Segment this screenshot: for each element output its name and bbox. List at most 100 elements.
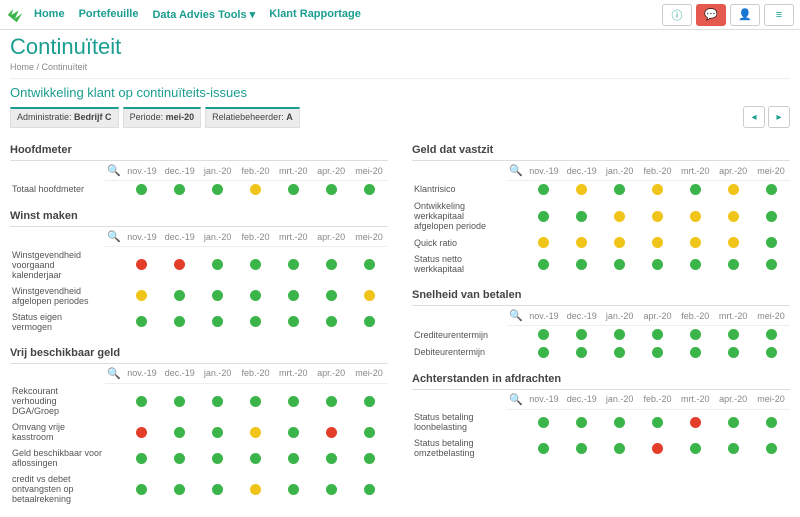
status-dot — [364, 453, 375, 464]
metric-table: 🔍nov.-19dec.-19jan.-20feb.-20mrt.-20apr.… — [10, 161, 388, 198]
month-header: mrt.-20 — [676, 390, 714, 410]
month-header: mrt.-20 — [274, 364, 312, 384]
search-icon[interactable]: 🔍 — [107, 368, 121, 380]
status-dot — [652, 211, 663, 222]
filter-chip-2[interactable]: Relatiebeheerder: A — [205, 107, 300, 128]
table-row: Geld beschikbaar voor aflossingen — [10, 445, 388, 471]
status-dot — [766, 329, 777, 340]
search-icon[interactable]: 🔍 — [509, 394, 523, 406]
pager-prev-button[interactable]: ◂ — [743, 106, 765, 128]
status-dot — [538, 184, 549, 195]
status-dot — [766, 237, 777, 248]
nav-link-1[interactable]: Portefeuille — [79, 8, 139, 21]
status-dot — [250, 290, 261, 301]
status-dot — [136, 484, 147, 495]
status-dot — [364, 484, 375, 495]
status-dot — [364, 184, 375, 195]
row-label: Omvang vrije kasstroom — [10, 419, 105, 445]
status-dot — [174, 396, 185, 407]
table-row: Klantrisico — [412, 181, 790, 199]
month-header: dec.-19 — [161, 364, 199, 384]
month-header: mei-20 — [752, 390, 790, 410]
month-header: feb.-20 — [237, 161, 275, 181]
month-header: nov.-19 — [123, 227, 161, 247]
row-label: Crediteurentermijn — [412, 326, 507, 344]
metric-table: 🔍nov.-19dec.-19jan.-20apr.-20feb.-20mrt.… — [412, 306, 790, 360]
status-dot — [576, 443, 587, 454]
table-row: Status betaling loonbelasting — [412, 409, 790, 435]
menu-button[interactable]: ≡ — [764, 4, 794, 26]
month-header: nov.-19 — [525, 161, 563, 181]
filter-chip-0[interactable]: Administratie: Bedrijf C — [10, 107, 119, 128]
breadcrumb-home[interactable]: Home — [10, 62, 34, 72]
pager-next-button[interactable]: ▸ — [768, 106, 790, 128]
row-label: Status eigen vermogen — [10, 309, 105, 335]
nav-link-2[interactable]: Data Advies Tools ▾ — [152, 8, 255, 21]
table-row: Crediteurentermijn — [412, 326, 790, 344]
status-dot — [288, 259, 299, 270]
status-dot — [614, 417, 625, 428]
status-dot — [250, 184, 261, 195]
row-label: Debiteurentermijn — [412, 343, 507, 360]
month-header: mei-20 — [752, 161, 790, 181]
row-label: Winstgevendheid afgelopen periodes — [10, 283, 105, 309]
status-dot — [136, 290, 147, 301]
month-header: nov.-19 — [123, 161, 161, 181]
status-dot — [212, 427, 223, 438]
status-dot — [538, 347, 549, 358]
status-dot — [326, 290, 337, 301]
status-dot — [576, 237, 587, 248]
status-dot — [614, 184, 625, 195]
status-dot — [136, 427, 147, 438]
status-dot — [250, 453, 261, 464]
month-header: mrt.-20 — [676, 161, 714, 181]
status-dot — [728, 259, 739, 270]
block-title: Hoofdmeter — [10, 138, 388, 161]
divider — [10, 78, 790, 79]
status-dot — [614, 259, 625, 270]
status-dot — [136, 453, 147, 464]
status-dot — [250, 396, 261, 407]
search-icon[interactable]: 🔍 — [107, 231, 121, 243]
table-row: Totaal hoofdmeter — [10, 181, 388, 199]
status-dot — [250, 259, 261, 270]
status-dot — [174, 453, 185, 464]
status-dot — [212, 484, 223, 495]
info-button[interactable]: ⓘ — [662, 4, 692, 26]
status-dot — [652, 443, 663, 454]
month-header: apr.-20 — [312, 161, 350, 181]
status-dot — [652, 237, 663, 248]
chevron-right-icon: ▸ — [776, 112, 781, 123]
status-dot — [576, 211, 587, 222]
table-row: Quick ratio — [412, 234, 790, 251]
status-dot — [212, 259, 223, 270]
status-dot — [364, 316, 375, 327]
status-dot — [728, 329, 739, 340]
month-header: feb.-20 — [237, 364, 275, 384]
user-button[interactable]: 👤 — [730, 4, 760, 26]
status-dot — [174, 290, 185, 301]
status-dot — [614, 329, 625, 340]
search-icon[interactable]: 🔍 — [509, 310, 523, 322]
status-dot — [326, 484, 337, 495]
nav-link-0[interactable]: Home — [34, 8, 65, 21]
status-dot — [212, 184, 223, 195]
month-header: mei-20 — [350, 227, 388, 247]
chevron-left-icon: ◂ — [751, 112, 756, 123]
status-dot — [538, 417, 549, 428]
chat-button[interactable]: 💬 — [696, 4, 726, 26]
filter-chip-1[interactable]: Periode: mei-20 — [123, 107, 202, 128]
status-dot — [690, 184, 701, 195]
status-dot — [614, 211, 625, 222]
status-dot — [576, 184, 587, 195]
status-dot — [288, 184, 299, 195]
search-icon[interactable]: 🔍 — [509, 165, 523, 177]
search-icon[interactable]: 🔍 — [107, 165, 121, 177]
status-dot — [212, 290, 223, 301]
nav-link-3[interactable]: Klant Rapportage — [269, 8, 361, 21]
status-dot — [326, 453, 337, 464]
status-dot — [614, 443, 625, 454]
row-label: Klantrisico — [412, 181, 507, 199]
month-header: mrt.-20 — [274, 227, 312, 247]
month-header: feb.-20 — [237, 227, 275, 247]
